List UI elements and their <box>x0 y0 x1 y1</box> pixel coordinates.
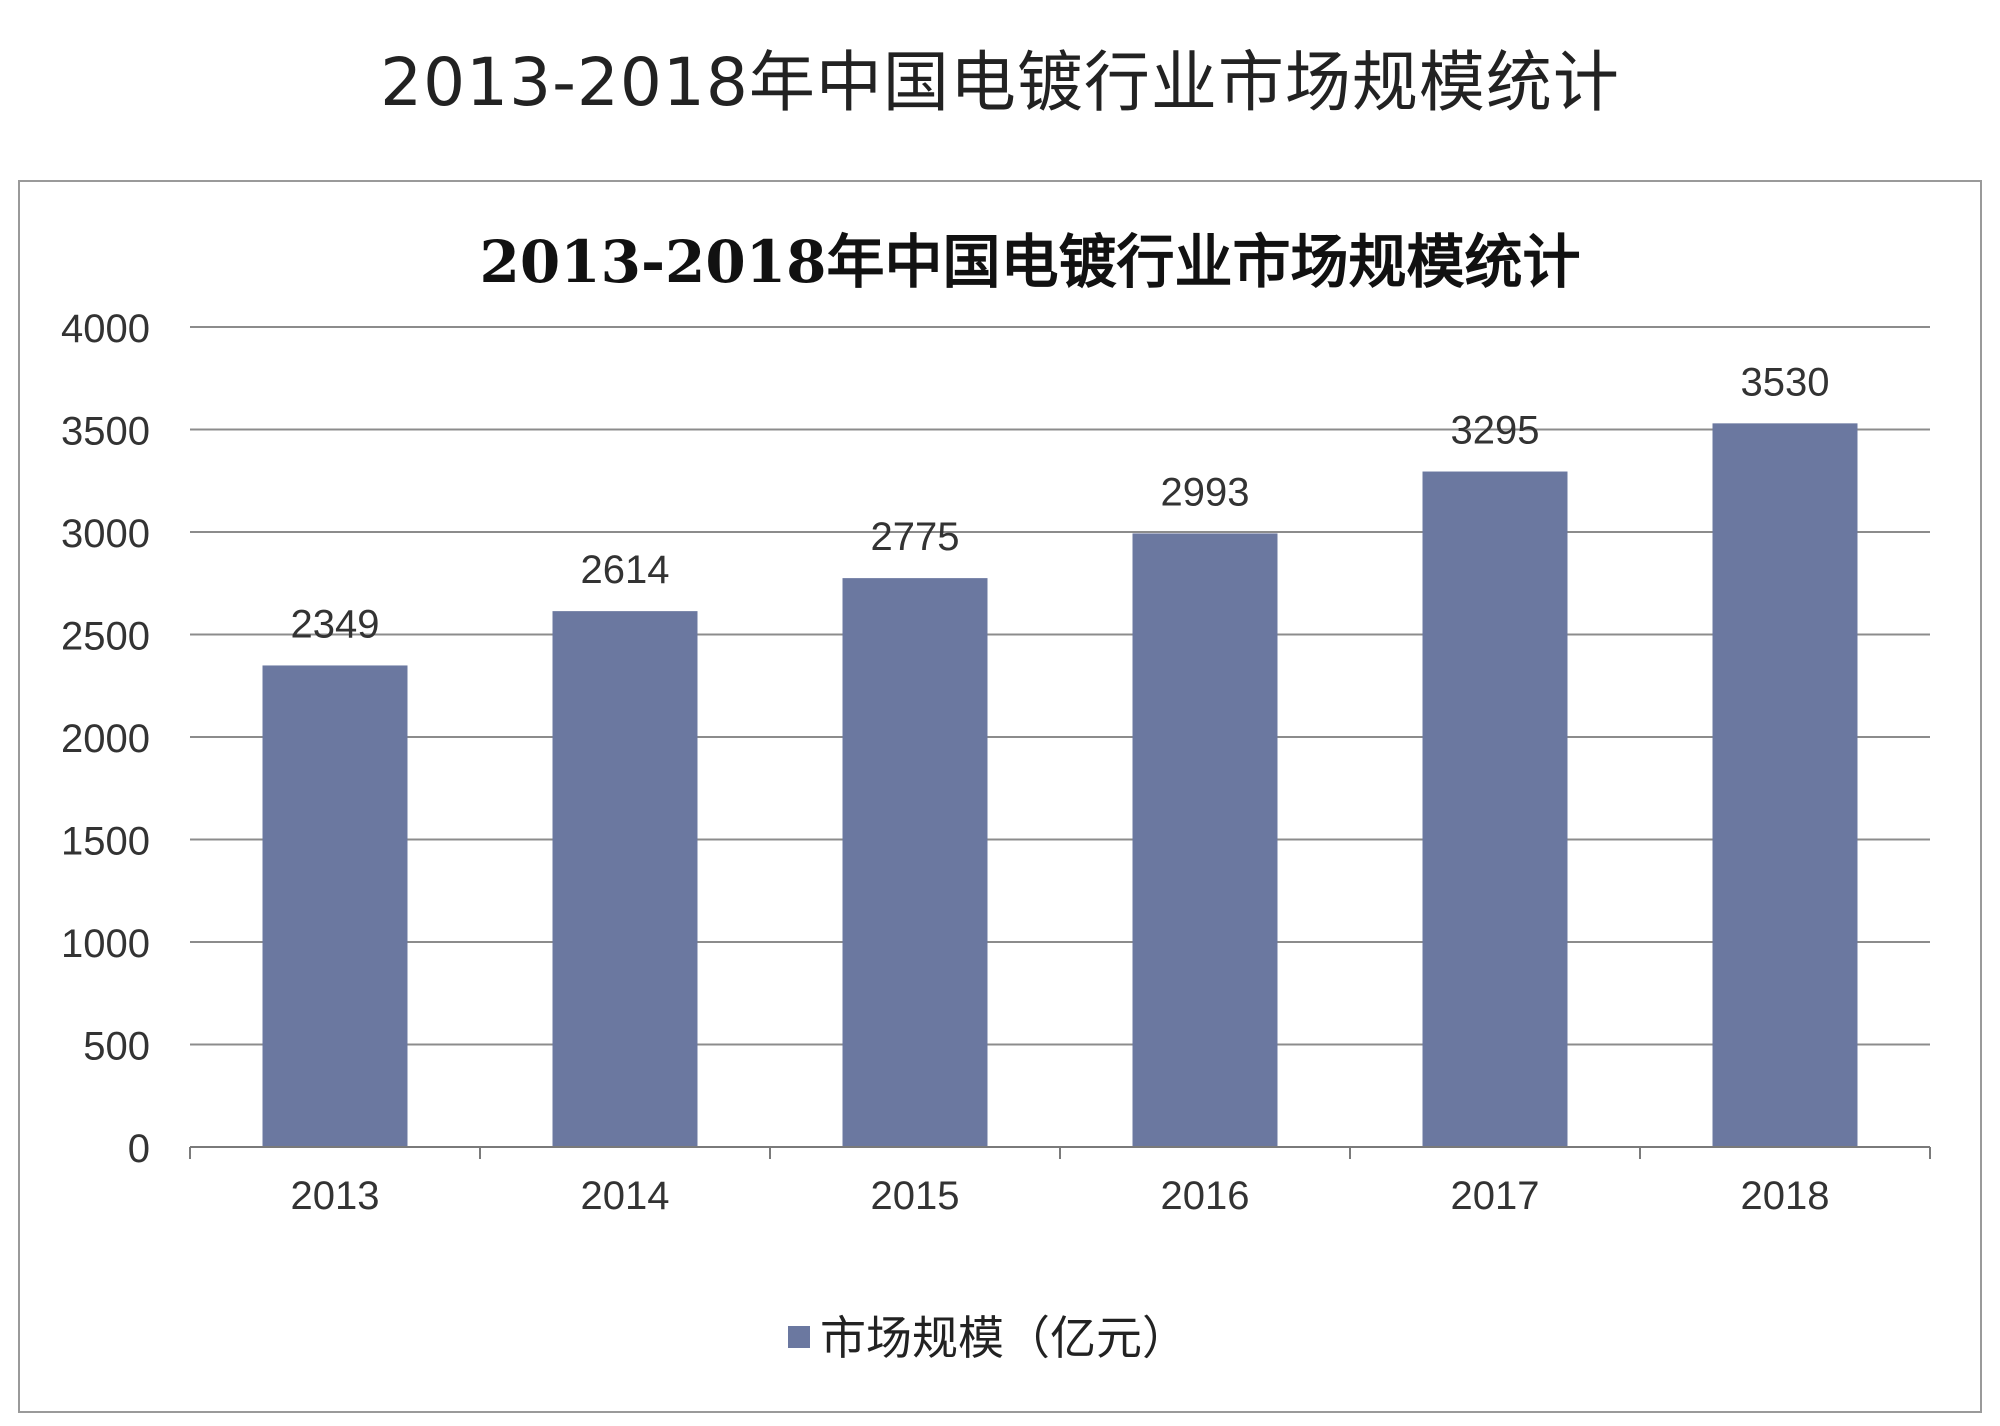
y-tick-label: 1000 <box>61 922 150 966</box>
bar <box>1712 423 1858 1148</box>
bar <box>552 611 698 1147</box>
bar-data-labels: 2349 2614 2775 2993 3295 3530 <box>291 360 1830 646</box>
y-tick-label: 500 <box>83 1025 150 1069</box>
y-tick-label: 0 <box>128 1127 150 1171</box>
y-tick-label: 3000 <box>61 512 150 556</box>
bar <box>262 665 408 1147</box>
bar-value-label: 3530 <box>1741 360 1830 404</box>
bar <box>1132 533 1278 1147</box>
bar <box>842 578 988 1147</box>
legend-swatch <box>788 1326 810 1348</box>
bar-value-label: 2614 <box>581 548 670 592</box>
y-tick-label: 1500 <box>61 820 150 864</box>
bar-value-label: 2349 <box>291 602 380 646</box>
y-tick-label: 4000 <box>61 307 150 351</box>
x-tick-label: 2017 <box>1451 1174 1540 1218</box>
bar <box>1422 471 1568 1147</box>
bar-value-label: 3295 <box>1451 409 1540 453</box>
chart-title: 2013-2018年中国电镀行业市场规模统计 <box>480 228 1581 296</box>
legend: 市场规模（亿元） <box>788 1311 1188 1365</box>
bar-chart: 2013-2018年中国电镀行业市场规模统计 0 500 1000 1500 2000 2… <box>61 228 1931 1365</box>
x-axis: 2013 2014 2015 2016 2017 2018 <box>189 1146 1931 1218</box>
bar-value-label: 2993 <box>1161 470 1250 514</box>
y-axis-ticks: 0 500 1000 1500 2000 2500 3000 3500 4000 <box>61 307 150 1171</box>
y-tick-label: 2000 <box>61 717 150 761</box>
x-tick-label: 2013 <box>291 1174 380 1218</box>
legend-label: 市场规模（亿元） <box>820 1311 1188 1365</box>
y-tick-label: 2500 <box>61 615 150 659</box>
x-tick-label: 2018 <box>1741 1174 1830 1218</box>
x-tick-label: 2016 <box>1161 1174 1250 1218</box>
page-title: 2013-2018年中国电镀行业市场规模统计 <box>380 44 1620 121</box>
chart-frame: 2013-2018年中国电镀行业市场规模统计 0 500 1000 1500 2000 2… <box>18 180 1982 1413</box>
bar-value-label: 2775 <box>871 515 960 559</box>
bars <box>262 423 1858 1148</box>
y-tick-label: 3500 <box>61 410 150 454</box>
grid-lines <box>190 326 1930 1046</box>
x-tick-label: 2015 <box>871 1174 960 1218</box>
x-tick-label: 2014 <box>581 1174 670 1218</box>
